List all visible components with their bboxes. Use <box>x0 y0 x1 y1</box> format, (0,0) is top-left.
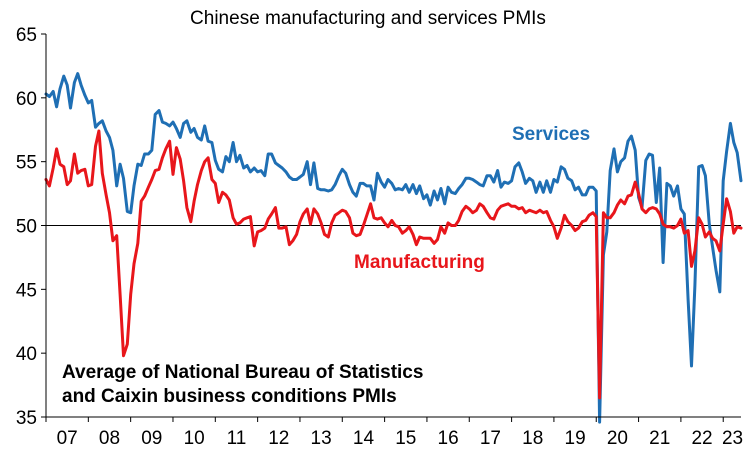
series-line-services <box>44 72 743 424</box>
x-tick-label: 22 <box>691 428 712 449</box>
y-tick-label: 55 <box>16 153 37 174</box>
x-tick-label: 15 <box>395 428 416 449</box>
y-tick-label: 50 <box>16 217 37 238</box>
x-tick-label: 13 <box>311 428 332 449</box>
chart-title: Chinese manufacturing and services PMIs <box>190 8 546 29</box>
y-axis-ticks: 35 40 45 50 55 60 65 <box>16 25 46 429</box>
series-label-services: Services <box>512 124 590 145</box>
x-tick-label: 16 <box>438 428 459 449</box>
axes <box>45 34 741 418</box>
series-line-manufacturing <box>44 129 743 400</box>
y-tick-label: 40 <box>16 344 37 365</box>
chart-annotation-line-1: Average of National Bureau of Statistics <box>62 362 423 383</box>
x-tick-label: 12 <box>268 428 289 449</box>
x-tick-label: 07 <box>57 428 78 449</box>
x-tick-label: 21 <box>649 428 670 449</box>
x-tick-label: 18 <box>522 428 543 449</box>
x-tick-label: 19 <box>565 428 586 449</box>
chart-annotation-line-2: and Caixin business conditions PMIs <box>62 386 397 407</box>
y-tick-label: 65 <box>16 25 37 46</box>
y-tick-label: 35 <box>16 408 37 429</box>
x-tick-label: 20 <box>607 428 628 449</box>
x-tick-label: 09 <box>141 428 162 449</box>
y-tick-label: 60 <box>16 89 37 110</box>
x-tick-label: 23 <box>722 428 743 449</box>
series-label-manufacturing: Manufacturing <box>354 252 485 273</box>
x-tick-label: 08 <box>99 428 120 449</box>
x-axis-ticks: 07 08 09 10 11 12 13 14 15 16 17 18 19 20 21 22 23 <box>45 417 743 449</box>
x-tick-label: 14 <box>353 428 375 449</box>
x-tick-label: 17 <box>480 428 501 449</box>
x-tick-label: 10 <box>184 428 205 449</box>
series-layer <box>44 72 743 424</box>
x-tick-label: 11 <box>227 428 247 449</box>
y-tick-label: 45 <box>16 280 37 301</box>
